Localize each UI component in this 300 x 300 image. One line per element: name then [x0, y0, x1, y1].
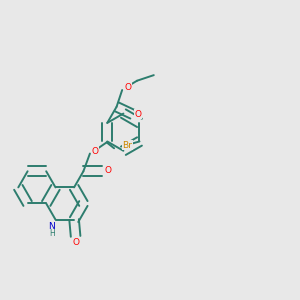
Text: O: O: [92, 147, 99, 156]
Text: O: O: [135, 110, 142, 119]
Text: N: N: [49, 222, 55, 231]
Text: O: O: [104, 166, 112, 175]
Text: O: O: [125, 82, 132, 91]
Text: O: O: [72, 238, 80, 247]
Text: H: H: [49, 229, 55, 238]
Text: Br: Br: [123, 141, 132, 150]
